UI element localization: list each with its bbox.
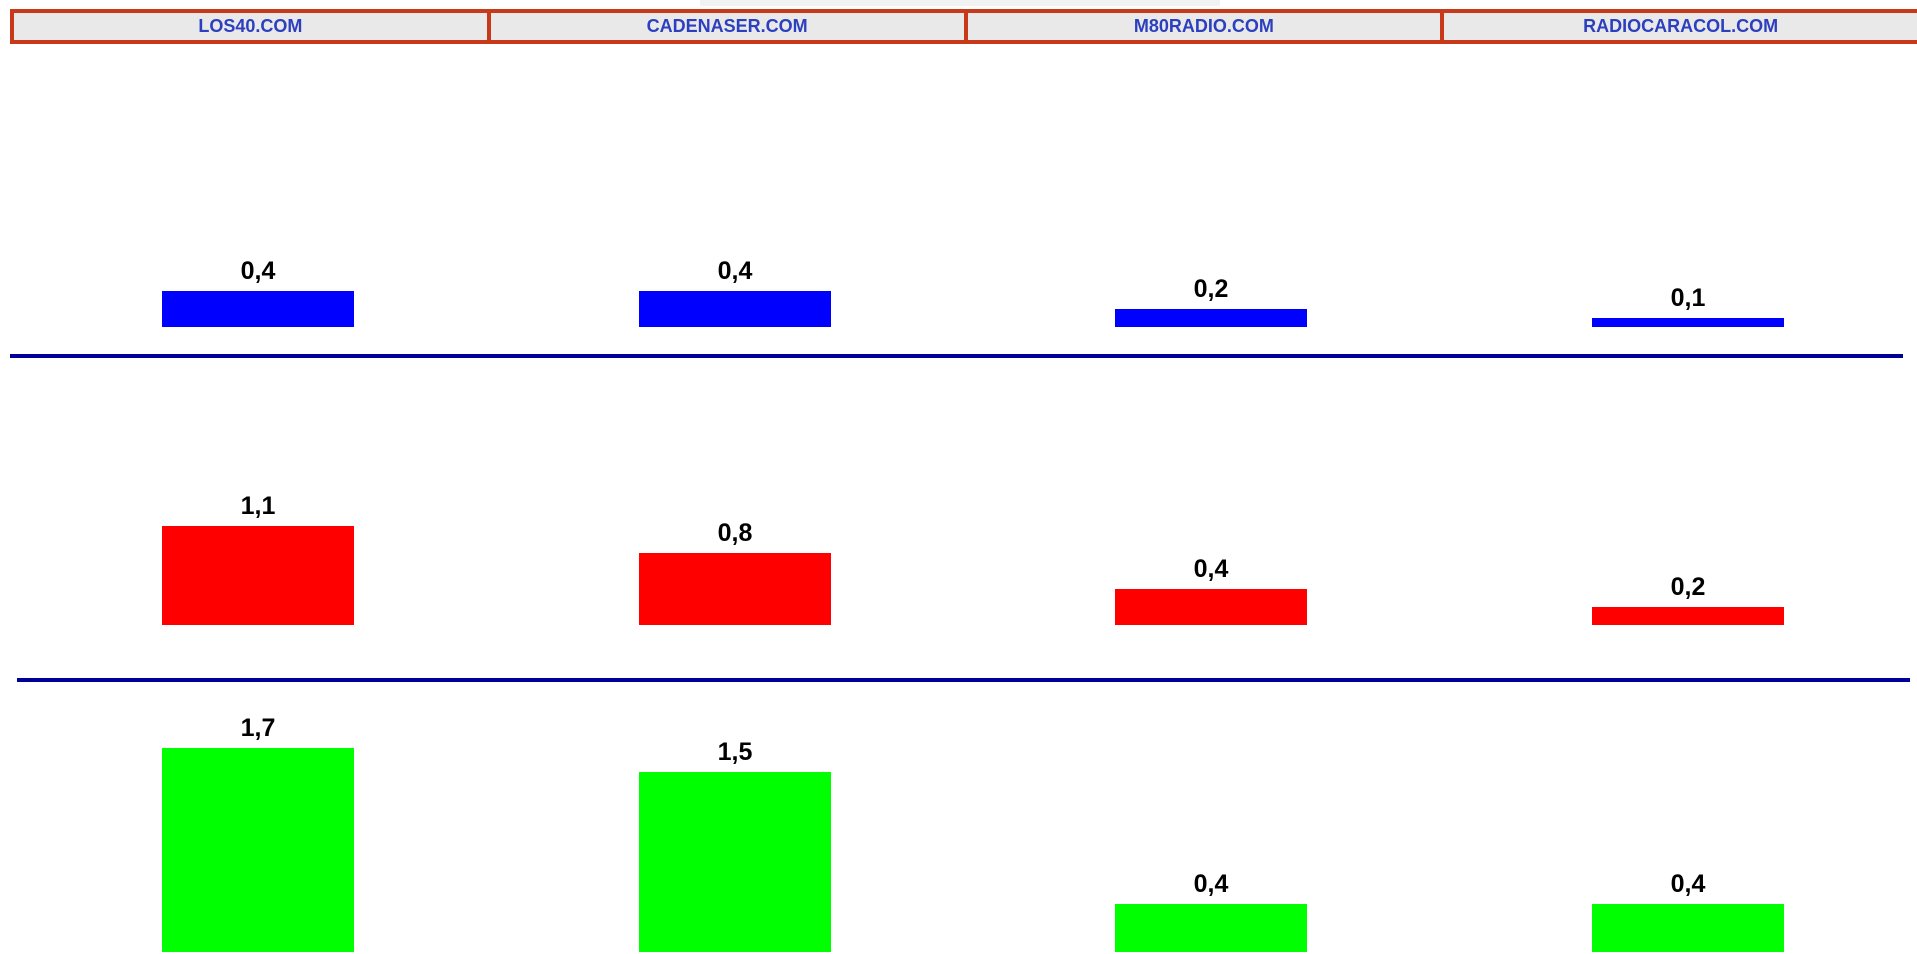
bar-row1-m80radiocom (1115, 309, 1307, 327)
value-label-row1-1: 0,4 (241, 257, 276, 285)
site-header-cadenaser: CADENASER.COM (486, 9, 968, 44)
value-label-row2-3: 0,4 (1194, 555, 1229, 583)
bar-row2-cadenasercom (639, 553, 831, 625)
site-header-m80radio: M80RADIO.COM (963, 9, 1445, 44)
bar-row1-los40com (162, 291, 354, 327)
bar-row3-radiocaracolcom (1592, 904, 1784, 952)
value-label-row3-3: 0,4 (1194, 870, 1229, 898)
bar-row3-los40com (162, 748, 354, 952)
site-header-radiocaracol: RADIOCARACOL.COM (1440, 9, 1917, 44)
bar-row3-m80radiocom (1115, 904, 1307, 952)
site-header: LOS40.COM CADENASER.COM M80RADIO.COM RAD… (10, 9, 1917, 44)
site-header-los40: LOS40.COM (10, 9, 491, 44)
value-label-row2-1: 1,1 (241, 492, 276, 520)
bar-row2-radiocaracolcom (1592, 607, 1784, 625)
value-label-row2-4: 0,2 (1671, 573, 1706, 601)
value-label-row3-2: 1,5 (718, 738, 753, 766)
value-label-row2-2: 0,8 (718, 519, 753, 547)
value-label-row3-1: 1,7 (241, 714, 276, 742)
bar-row1-radiocaracolcom (1592, 318, 1784, 327)
value-label-row1-4: 0,1 (1671, 284, 1706, 312)
value-label-row3-4: 0,4 (1671, 870, 1706, 898)
bar-row2-m80radiocom (1115, 589, 1307, 625)
bar-row1-cadenasercom (639, 291, 831, 327)
bar-row3-cadenasercom (639, 772, 831, 952)
value-label-row1-2: 0,4 (718, 257, 753, 285)
value-label-row1-3: 0,2 (1194, 275, 1229, 303)
bar-row2-los40com (162, 526, 354, 625)
top-tab-hint (700, 0, 1220, 6)
